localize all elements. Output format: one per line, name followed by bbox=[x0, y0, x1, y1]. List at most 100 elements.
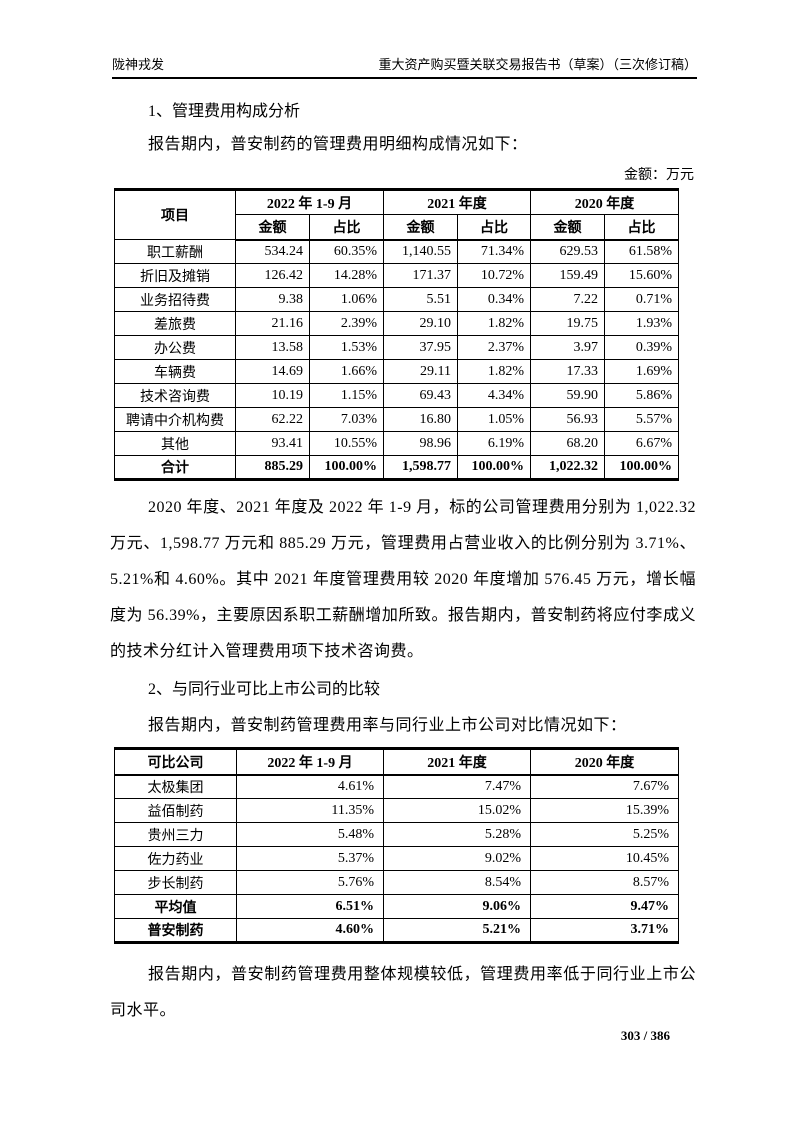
table-cell: 5.76% bbox=[236, 870, 384, 895]
table-target-row: 普安制药 4.60% 5.21% 3.71% bbox=[114, 918, 679, 943]
document-header: 陇神戎发 重大资产购买暨关联交易报告书（草案）（三次修订稿） bbox=[112, 54, 697, 79]
table-cell: 9.38 bbox=[235, 287, 310, 312]
table-cell: 4.61% bbox=[236, 774, 384, 799]
table-cell: 56.93 bbox=[530, 407, 606, 432]
table-cell: 1.82% bbox=[457, 359, 532, 384]
table-row: 其他 93.41 10.55% 98.96 6.19% 68.20 6.67% bbox=[114, 431, 680, 456]
table-cell: 车辆费 bbox=[114, 359, 236, 384]
table-cell: 534.24 bbox=[235, 239, 310, 264]
table-cell: 159.49 bbox=[530, 263, 606, 288]
table-cell: 3.71% bbox=[530, 918, 679, 943]
section-1-heading: 1、管理费用构成分析 bbox=[148, 103, 301, 120]
table-cell: 1.15% bbox=[308, 383, 385, 408]
table-cell: 1.82% bbox=[457, 311, 532, 336]
table-cell: 10.55% bbox=[308, 431, 385, 456]
admin-expense-composition-table: 项目 2022 年 1-9 月 2021 年度 2020 年度 金额 占比 金额… bbox=[114, 188, 680, 481]
table-cell: 合计 bbox=[114, 455, 236, 480]
closing-paragraph: 报告期内，普安制药管理费用整体规模较低，管理费用率低于同行业上市公司水平。 bbox=[110, 966, 696, 1019]
table-cell: 61.58% bbox=[604, 239, 680, 264]
table-unit-note: 金额：万元 bbox=[624, 168, 694, 183]
table-cell: 5.48% bbox=[236, 822, 384, 847]
table-cell: 10.72% bbox=[457, 263, 532, 288]
column-header: 2020 年度 bbox=[530, 189, 680, 215]
table-row: 益佰制药 11.35% 15.02% 15.39% bbox=[114, 798, 679, 823]
table-cell: 2.39% bbox=[308, 311, 385, 336]
column-header: 可比公司 bbox=[114, 748, 237, 776]
table-cell: 29.10 bbox=[383, 311, 459, 336]
table-row: 佐力药业 5.37% 9.02% 10.45% bbox=[114, 846, 679, 871]
page-number: 303 / 386 bbox=[620, 1028, 670, 1043]
table-cell: 5.37% bbox=[236, 846, 384, 871]
table-cell: 技术咨询费 bbox=[114, 383, 236, 408]
table-cell: 8.57% bbox=[530, 870, 679, 895]
table-cell: 普安制药 bbox=[114, 918, 237, 943]
table-row: 业务招待费 9.38 1.06% 5.51 0.34% 7.22 0.71% bbox=[114, 287, 680, 312]
table-cell: 5.86% bbox=[604, 383, 680, 408]
table-cell: 14.69 bbox=[235, 359, 310, 384]
section-2-heading: 2、与同行业可比上市公司的比较 bbox=[148, 681, 381, 698]
table-cell: 8.54% bbox=[383, 870, 531, 895]
table-cell: 7.67% bbox=[530, 774, 679, 799]
table-cell: 2.37% bbox=[457, 335, 532, 360]
column-header: 金额 bbox=[530, 214, 606, 241]
table-cell: 6.67% bbox=[604, 431, 680, 456]
table-cell: 5.28% bbox=[383, 822, 531, 847]
table-row: 聘请中介机构费 62.22 7.03% 16.80 1.05% 56.93 5.… bbox=[114, 407, 680, 432]
table-cell: 71.34% bbox=[457, 239, 532, 264]
peer-comparison-table: 可比公司 2022 年 1-9 月 2021 年度 2020 年度 太极集团 4… bbox=[114, 747, 679, 944]
table-header-row: 可比公司 2022 年 1-9 月 2021 年度 2020 年度 bbox=[114, 748, 679, 776]
table-cell: 5.57% bbox=[604, 407, 680, 432]
table-row: 技术咨询费 10.19 1.15% 69.43 4.34% 59.90 5.86… bbox=[114, 383, 680, 408]
table-cell: 21.16 bbox=[235, 311, 310, 336]
table-cell: 100.00% bbox=[308, 455, 385, 480]
table-cell: 步长制药 bbox=[114, 870, 237, 895]
table-row: 职工薪酬 534.24 60.35% 1,140.55 71.34% 629.5… bbox=[114, 239, 680, 264]
table-cell: 100.00% bbox=[457, 455, 532, 480]
table-cell: 98.96 bbox=[383, 431, 459, 456]
column-header: 项目 bbox=[114, 189, 236, 240]
table-row: 步长制药 5.76% 8.54% 8.57% bbox=[114, 870, 679, 895]
table-cell: 4.60% bbox=[236, 918, 384, 943]
table-cell: 6.19% bbox=[457, 431, 532, 456]
table-cell: 19.75 bbox=[530, 311, 606, 336]
table-cell: 16.80 bbox=[383, 407, 459, 432]
table-cell: 3.97 bbox=[530, 335, 606, 360]
table-cell: 0.71% bbox=[604, 287, 680, 312]
table-row: 太极集团 4.61% 7.47% 7.67% bbox=[114, 774, 679, 799]
table-cell: 1.66% bbox=[308, 359, 385, 384]
table-cell: 4.34% bbox=[457, 383, 532, 408]
column-header: 2021 年度 bbox=[383, 189, 532, 215]
table-cell: 1.06% bbox=[308, 287, 385, 312]
column-header: 2021 年度 bbox=[383, 748, 531, 776]
table-cell: 68.20 bbox=[530, 431, 606, 456]
table-cell: 9.06% bbox=[383, 894, 531, 919]
table-cell: 15.02% bbox=[383, 798, 531, 823]
column-header: 2022 年 1-9 月 bbox=[234, 189, 385, 215]
column-header: 2020 年度 bbox=[530, 748, 679, 776]
table-cell: 100.00% bbox=[604, 455, 680, 480]
section-2-intro: 报告期内，普安制药管理费用率与同行业上市公司对比情况如下： bbox=[148, 717, 627, 734]
table-cell: 0.34% bbox=[457, 287, 532, 312]
table-cell: 885.29 bbox=[235, 455, 310, 480]
table-cell: 差旅费 bbox=[114, 311, 236, 336]
table-cell: 6.51% bbox=[236, 894, 384, 919]
table-cell: 5.21% bbox=[383, 918, 531, 943]
table-cell: 5.25% bbox=[530, 822, 679, 847]
table-cell: 7.47% bbox=[383, 774, 531, 799]
table-row: 贵州三力 5.48% 5.28% 5.25% bbox=[114, 822, 679, 847]
table-cell: 贵州三力 bbox=[114, 822, 237, 847]
column-header: 金额 bbox=[383, 214, 459, 241]
table-cell: 14.28% bbox=[308, 263, 385, 288]
table-cell: 平均值 bbox=[114, 894, 237, 919]
table-cell: 1.93% bbox=[604, 311, 680, 336]
table-cell: 10.19 bbox=[235, 383, 310, 408]
page-content: 1、管理费用构成分析 报告期内，普安制药的管理费用明细构成情况如下： 金额：万元… bbox=[110, 82, 696, 1029]
table-cell: 15.39% bbox=[530, 798, 679, 823]
table-cell: 0.39% bbox=[604, 335, 680, 360]
table-cell: 其他 bbox=[114, 431, 236, 456]
table-cell: 1,022.32 bbox=[530, 455, 606, 480]
column-header: 占比 bbox=[457, 214, 532, 241]
table-cell: 聘请中介机构费 bbox=[114, 407, 236, 432]
header-left-title: 陇神戎发 bbox=[112, 57, 165, 72]
section-1-intro: 报告期内，普安制药的管理费用明细构成情况如下： bbox=[148, 136, 528, 153]
